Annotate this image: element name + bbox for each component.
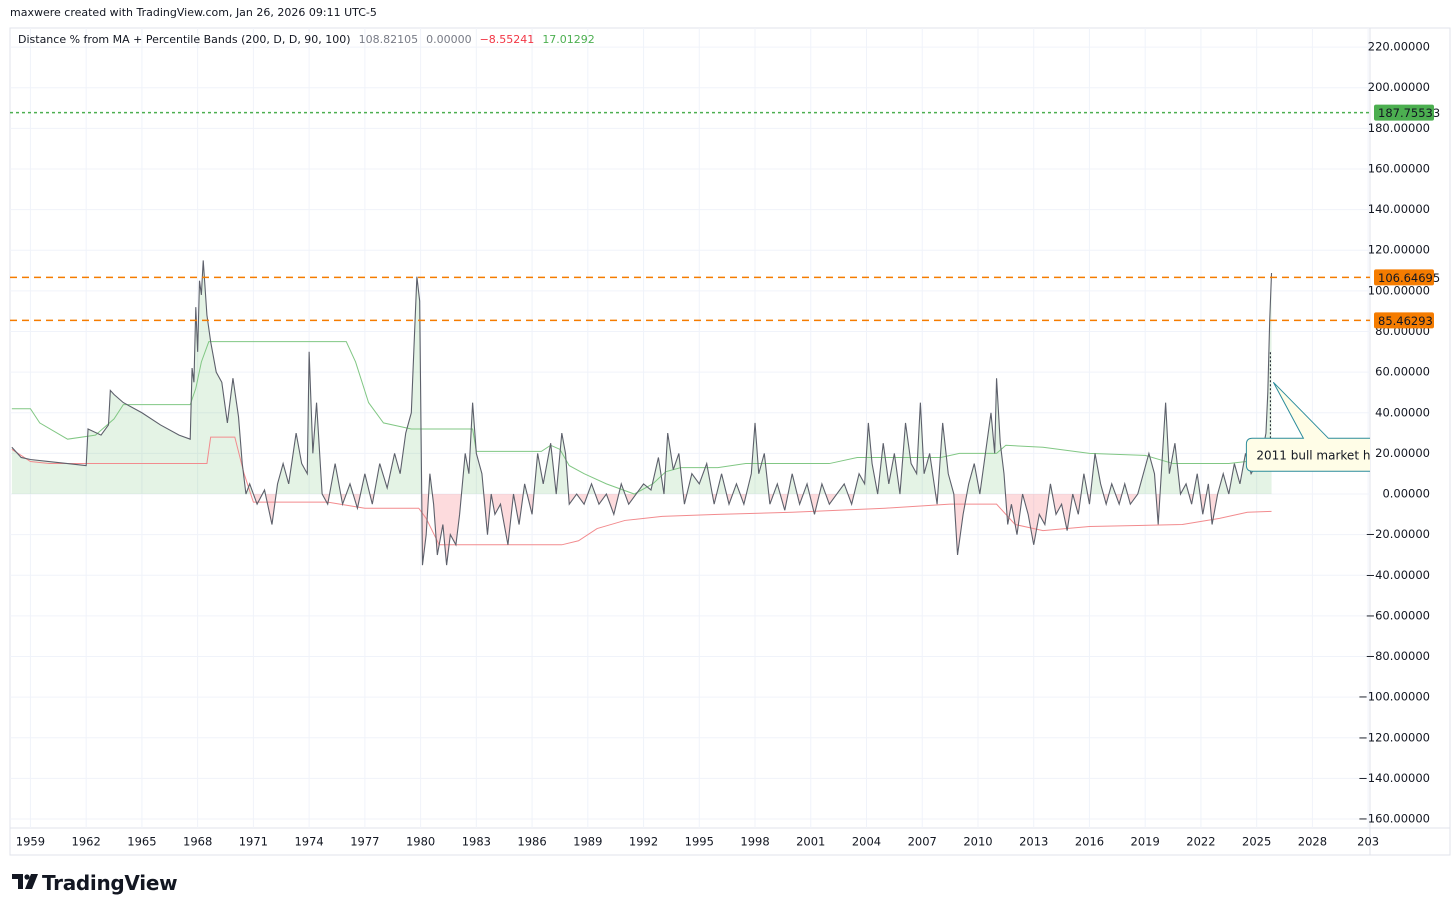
x-tick-label: 2022 <box>1186 835 1215 849</box>
header: maxwere created with TradingView.com, Ja… <box>10 6 377 19</box>
x-tick-label: 1995 <box>685 835 714 849</box>
y-tick-label: −60.00000 <box>1365 608 1430 622</box>
x-tick-label: 2016 <box>1075 835 1104 849</box>
x-tick-label: 203 <box>1357 835 1379 849</box>
y-tick-label: 120.00000 <box>1368 243 1430 257</box>
x-tick-label: 2013 <box>1019 835 1048 849</box>
x-tick-label: 1962 <box>72 835 101 849</box>
x-tick-label: 2004 <box>852 835 881 849</box>
level-tag <box>1374 104 1434 121</box>
x-tick-label: 1983 <box>462 835 491 849</box>
y-tick-label: 60.00000 <box>1375 365 1430 379</box>
x-tick-label: 1986 <box>517 835 546 849</box>
x-tick-label: 1998 <box>740 835 769 849</box>
legend: Distance % from MA + Percentile Bands (2… <box>18 33 595 46</box>
legend-title: Distance % from MA + Percentile Bands (2… <box>18 33 351 46</box>
fill-above <box>11 260 1272 495</box>
level-tag <box>1374 312 1434 329</box>
y-tick-label: 160.00000 <box>1368 161 1430 175</box>
x-tick-label: 1971 <box>239 835 268 849</box>
x-tick-label: 2028 <box>1298 835 1327 849</box>
level-tag <box>1374 269 1434 286</box>
grid <box>10 28 1370 828</box>
legend-value: 17.01292 <box>542 33 595 46</box>
legend-value: 108.82105 <box>358 33 419 46</box>
y-tick-label: 0.00000 <box>1382 487 1430 501</box>
level-label: 85.46293 <box>1378 314 1433 328</box>
fill-below <box>253 494 1218 566</box>
legend-value: −8.55241 <box>479 33 535 46</box>
x-tick-label: 2010 <box>963 835 992 849</box>
level-label: 106.64695 <box>1378 271 1440 285</box>
y-tick-label: −20.00000 <box>1365 527 1430 541</box>
y-tick-label: −40.00000 <box>1365 568 1430 582</box>
legend-value: 0.00000 <box>426 33 472 46</box>
logo-icon <box>12 874 38 889</box>
x-tick-label: 1980 <box>406 835 435 849</box>
level-label: 187.75533 <box>1378 106 1440 120</box>
frame <box>9 27 1451 856</box>
y-tick-label: 140.00000 <box>1368 202 1430 216</box>
x-tick-label: 1968 <box>183 835 212 849</box>
annotation-box <box>1245 381 1370 472</box>
x-tick-label: 1959 <box>16 835 45 849</box>
y-tick-label: −120.00000 <box>1358 730 1430 744</box>
x-tick-label: 1992 <box>629 835 658 849</box>
y-tick-label: −80.00000 <box>1365 649 1430 663</box>
x-tick-label: 1989 <box>573 835 602 849</box>
y-tick-label: 20.00000 <box>1375 446 1430 460</box>
annotation-text: 2011 bull market hi <box>1256 448 1373 462</box>
x-tick-label: 1977 <box>350 835 379 849</box>
series-line <box>11 260 1273 566</box>
y-tick-label: −140.00000 <box>1358 771 1430 785</box>
band-line <box>11 436 1272 546</box>
x-tick-label: 2019 <box>1131 835 1160 849</box>
x-tick-label: 2025 <box>1242 835 1271 849</box>
y-tick-label: 180.00000 <box>1368 121 1430 135</box>
axes: 220.00000 200.00000 180.00000 160.00000 140.… <box>16 40 1440 849</box>
y-tick-label: 40.00000 <box>1375 405 1430 419</box>
x-tick-label: 2001 <box>796 835 825 849</box>
x-tick-label: 1965 <box>127 835 156 849</box>
y-tick-label: 220.00000 <box>1368 40 1430 54</box>
x-tick-label: 2007 <box>908 835 937 849</box>
y-tick-label: 100.00000 <box>1368 283 1430 297</box>
x-tick-label: 1974 <box>294 835 323 849</box>
y-tick-label: −160.00000 <box>1358 812 1430 826</box>
brand: TradingView <box>42 871 178 895</box>
y-tick-label: −100.00000 <box>1358 690 1430 704</box>
plot: 2011 bull market hi <box>10 111 1373 566</box>
y-tick-label: 200.00000 <box>1368 80 1430 94</box>
